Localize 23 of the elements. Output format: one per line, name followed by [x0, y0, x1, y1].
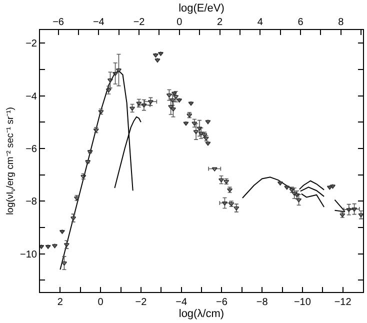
x2-tick-label: 2 [217, 17, 224, 28]
x2-axis-title: log(E/eV) [178, 2, 224, 15]
y-tick-label: −4 [26, 91, 38, 102]
x-tick-label: −4 [176, 297, 188, 308]
y-tick-label: −6 [26, 144, 38, 155]
x2-tick-label: 4 [257, 17, 264, 28]
x2-tick-label: 0 [176, 17, 183, 28]
x2-tick-label: −4 [92, 17, 105, 28]
x-tick-label: −6 [216, 297, 228, 308]
x-axis-title: log(λ/cm) [178, 308, 224, 320]
x-tick-label: −2 [135, 297, 148, 308]
x-tick-label: 0 [98, 297, 104, 308]
x2-tick-label: 8 [338, 17, 344, 28]
x-tick-label: 2 [57, 297, 64, 308]
x2-tick-label: −6 [52, 17, 64, 28]
x-tick-label: −10 [294, 297, 312, 308]
x2-tick-label: 6 [298, 17, 304, 28]
y-tick-label: −10 [20, 249, 38, 260]
x2-tick-label: −2 [133, 17, 146, 28]
x-tick-label: −8 [256, 297, 268, 308]
x-tick-label: −12 [334, 297, 352, 308]
y-tick-label: −2 [26, 38, 38, 50]
y-tick-label: −8 [26, 196, 38, 208]
